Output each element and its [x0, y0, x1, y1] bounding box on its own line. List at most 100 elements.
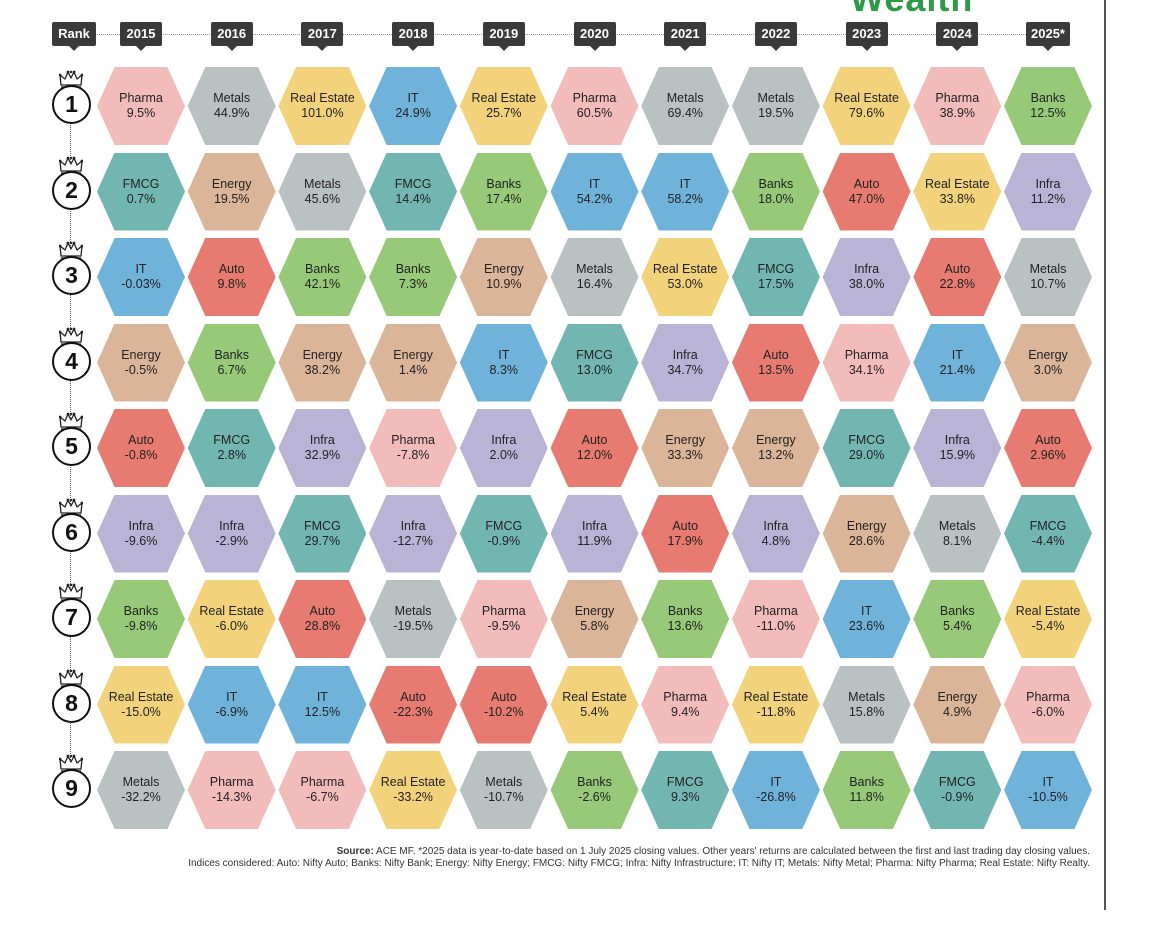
- sector-return: -0.03%: [121, 277, 161, 291]
- sector-name: IT: [679, 176, 691, 191]
- sector-return: 15.8%: [848, 704, 885, 719]
- sector-return: 101.0%: [301, 106, 344, 120]
- sector-cell: FMCG 29.7%: [278, 494, 367, 573]
- sector-cell: Pharma 38.9%: [913, 67, 1002, 145]
- sector-return: 4.9%: [943, 704, 972, 719]
- sector-cell: Infra 11.2%: [1004, 152, 1092, 231]
- sector-return: 15.9%: [939, 448, 976, 462]
- sector-name: Metals: [303, 176, 341, 191]
- sector-cell: Banks 6.7%: [187, 323, 276, 402]
- sector-return: 11.9%: [577, 533, 612, 548]
- rank-marker-9: 9: [51, 754, 91, 816]
- sector-return: 8.1%: [943, 533, 972, 548]
- sector-name: IT: [951, 347, 963, 362]
- sector-name: Pharma: [391, 433, 435, 447]
- sector-cell: FMCG -0.9%: [459, 494, 548, 573]
- sector-name: Real Estate: [290, 91, 355, 105]
- rank-marker-5: 5: [51, 412, 91, 474]
- sector-return: 38.9%: [939, 106, 976, 120]
- rank-number: 4: [52, 341, 91, 381]
- sector-return: -7.8%: [396, 448, 430, 462]
- sector-cell: Infra 34.7%: [641, 323, 730, 402]
- sector-name: Pharma: [844, 347, 889, 362]
- sector-name: Infra: [763, 518, 789, 533]
- sector-name: IT: [770, 775, 782, 789]
- rank-column-header: Rank: [52, 22, 96, 51]
- sector-return: -26.8%: [756, 790, 796, 804]
- year-header-2015: 2015: [120, 22, 162, 51]
- rank-number: 3: [52, 256, 91, 295]
- sector-name: Real Estate: [562, 689, 627, 704]
- sector-name: Auto: [672, 518, 699, 533]
- sector-name: Auto: [400, 689, 426, 704]
- sector-return: -0.9%: [940, 790, 974, 804]
- sector-cell: Auto 9.8%: [187, 238, 276, 316]
- sector-return: 44.9%: [213, 106, 250, 120]
- sector-name: Energy: [211, 176, 252, 191]
- sector-cell: Pharma -6.7%: [278, 751, 367, 829]
- sector-cell: Metals 16.4%: [550, 238, 639, 316]
- sector-name: Auto: [853, 176, 880, 191]
- sector-name: FMCG: [394, 176, 432, 191]
- rank-marker-1: 1: [51, 70, 91, 132]
- sector-name: Metals: [122, 775, 160, 789]
- sector-cell: Infra 15.9%: [913, 409, 1002, 487]
- sector-cell: Auto 22.8%: [913, 238, 1002, 316]
- sector-return: 79.6%: [848, 106, 885, 120]
- sector-name: IT: [861, 604, 873, 618]
- sector-return: 1.4%: [398, 362, 428, 377]
- sector-cell: Real Estate -15.0%: [97, 665, 185, 744]
- sector-name: Energy: [665, 433, 705, 447]
- sector-return: 34.1%: [848, 362, 885, 377]
- sector-cell: IT 21.4%: [913, 323, 1002, 402]
- sector-cell: Banks -2.6%: [550, 751, 639, 829]
- sector-name: Real Estate: [108, 689, 174, 704]
- sector-cell: Banks 42.1%: [278, 238, 367, 316]
- sector-cell: Pharma -7.8%: [369, 409, 458, 487]
- sector-name: Auto: [218, 262, 245, 276]
- sector-cell: Pharma -14.3%: [187, 751, 276, 829]
- sector-return: -6.0%: [1031, 704, 1065, 719]
- year-header-2024: 2024: [936, 22, 979, 51]
- sector-name: Pharma: [754, 604, 798, 618]
- sector-cell: Energy 3.0%: [1004, 323, 1092, 402]
- sector-return: 38.0%: [848, 277, 885, 291]
- sector-cell: IT 24.9%: [369, 67, 458, 145]
- sector-name: Infra: [491, 433, 517, 447]
- sector-return: 12.5%: [1030, 106, 1066, 120]
- sector-return: 69.4%: [667, 106, 703, 120]
- year-header-2025: 2025*: [1026, 22, 1070, 51]
- sector-name: Metals: [485, 775, 523, 789]
- sector-cell: Metals 19.5%: [731, 67, 820, 145]
- sector-return: 33.3%: [667, 448, 703, 462]
- sector-name: Infra: [581, 518, 607, 533]
- sector-return: -32.2%: [121, 790, 161, 804]
- sector-return: 9.3%: [670, 790, 700, 804]
- sector-return: 9.8%: [217, 277, 246, 291]
- sector-return: 23.6%: [848, 619, 885, 633]
- sector-return: 24.9%: [395, 106, 431, 120]
- sector-name: Real Estate: [652, 262, 718, 276]
- sector-name: Banks: [214, 347, 250, 362]
- year-header-2022: 2022: [754, 22, 797, 51]
- header-connector-line: [74, 34, 1048, 35]
- sector-return: 6.7%: [217, 362, 246, 377]
- sector-name: Energy: [846, 518, 887, 533]
- sector-cell: Metals 15.8%: [822, 665, 911, 744]
- sector-cell: Auto -22.3%: [369, 665, 458, 744]
- rank-number: 7: [52, 598, 91, 637]
- rank-number: 8: [52, 683, 91, 723]
- sector-cell: Real Estate 101.0%: [278, 67, 367, 145]
- sector-return: 60.5%: [576, 106, 613, 120]
- sector-return: 32.9%: [304, 448, 341, 462]
- year-header-2018: 2018: [392, 22, 435, 51]
- sector-name: Auto: [1035, 433, 1061, 447]
- sector-return: 13.5%: [758, 362, 794, 377]
- sector-cell: Auto 13.5%: [731, 323, 820, 402]
- rank-marker-7: 7: [51, 583, 91, 645]
- sector-cell: Banks 18.0%: [731, 152, 820, 231]
- sector-return: 47.0%: [848, 191, 885, 206]
- sector-name: Banks: [486, 176, 522, 191]
- sector-return: -14.3%: [211, 790, 252, 804]
- sector-return: -6.0%: [215, 619, 249, 633]
